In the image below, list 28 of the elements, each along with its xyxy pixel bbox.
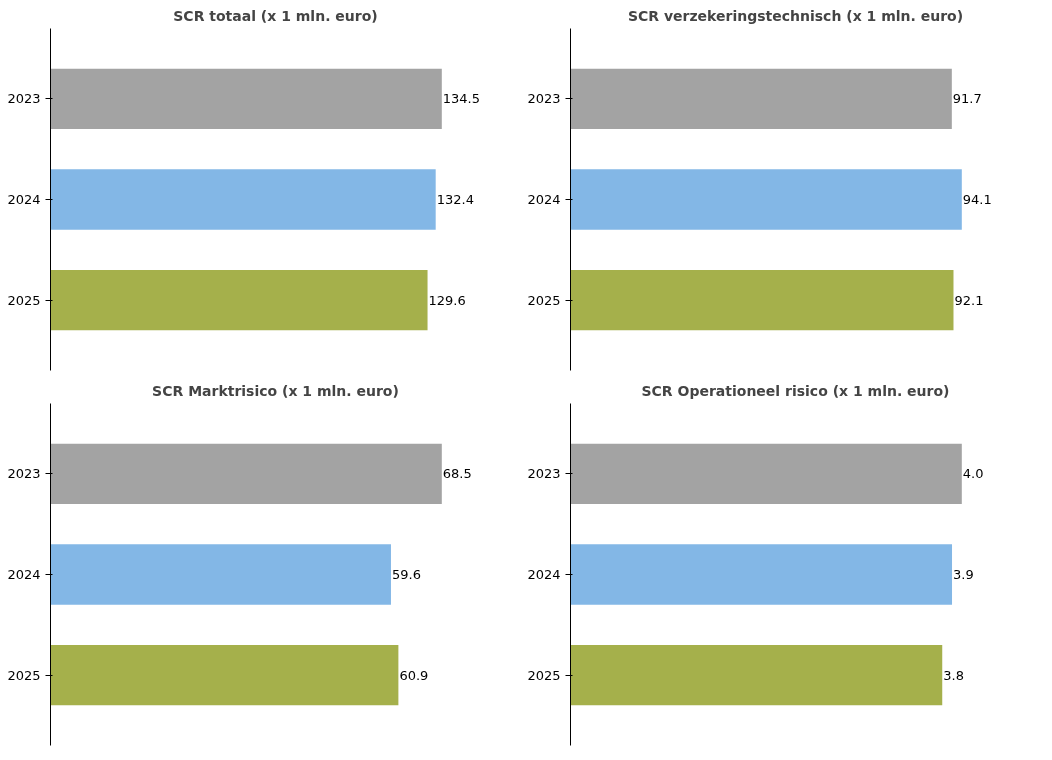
y-tick-label: 2023 — [527, 466, 561, 482]
data-label: 134.5 — [442, 91, 481, 107]
y-tick-label: 2025 — [527, 292, 561, 308]
chart-title: SCR Operationeel risico (x 1 mln. euro) — [641, 382, 950, 399]
y-tick-label: 2024 — [7, 192, 41, 207]
y-tick-label: 2023 — [7, 466, 41, 482]
y-tick-label: 2023 — [7, 91, 41, 107]
data-label: 3.8 — [943, 667, 964, 683]
y-tick-label: 2024 — [7, 567, 41, 582]
data-label: 68.5 — [442, 466, 472, 482]
data-label: 92.1 — [954, 292, 984, 308]
y-tick-label: 2024 — [527, 567, 561, 582]
data-label: 132.4 — [436, 192, 474, 207]
y-tick-label: 2025 — [7, 667, 41, 683]
y-tick-label: 2024 — [527, 192, 561, 207]
chart-title: SCR totaal (x 1 mln. euro) — [173, 7, 378, 24]
data-label: 4.0 — [962, 466, 984, 482]
y-tick-label: 2025 — [7, 292, 41, 308]
data-label: 129.6 — [428, 292, 466, 308]
data-label: 60.9 — [399, 667, 429, 683]
chart-title: SCR verzekeringstechnisch (x 1 mln. euro) — [627, 7, 964, 24]
data-label: 91.7 — [952, 91, 982, 107]
data-label: 3.9 — [953, 567, 974, 582]
y-tick-label: 2023 — [527, 91, 561, 107]
data-label: 59.6 — [391, 567, 421, 582]
data-label: 94.1 — [962, 192, 992, 207]
chart-title: SCR Marktrisico (x 1 mln. euro) — [152, 382, 399, 399]
y-tick-label: 2025 — [527, 667, 561, 683]
